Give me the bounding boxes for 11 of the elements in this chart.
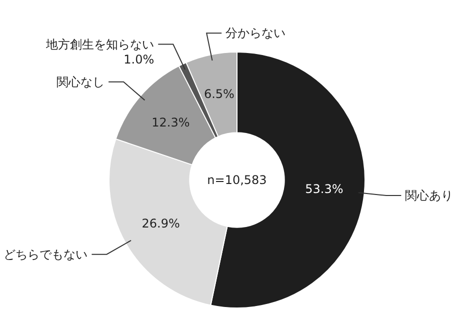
slice-label: 関心あり [405,188,454,203]
slice-label: 関心なし [56,74,105,89]
data-label: 6.5% [204,87,234,102]
slice-label: 地方創生を知らない [45,37,154,52]
data-label: 53.3% [305,182,344,196]
data-label: 1.0% [124,52,154,66]
text: n=10,583 [207,173,267,187]
data-label: 26.9% [142,216,180,230]
slice-label: どちらでもない [4,247,88,262]
slice-label: 分からない [226,26,286,40]
data-label: 12.3% [152,116,190,130]
